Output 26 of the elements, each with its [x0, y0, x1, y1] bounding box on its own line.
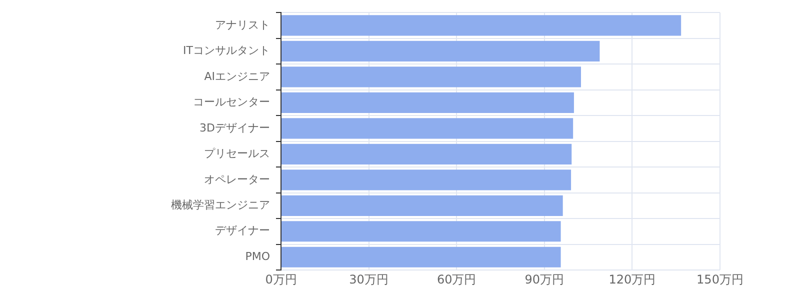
y-tick-label: ITコンサルタント: [183, 44, 270, 58]
bar: [282, 92, 574, 113]
bar: [282, 40, 600, 62]
bar: [282, 170, 572, 190]
y-tick-label: 3Dデザイナー: [200, 121, 270, 134]
bar: [282, 15, 682, 36]
y-tick-label: PMO: [245, 250, 270, 263]
y-tick-label: 機械学習エンジニア: [171, 198, 270, 212]
x-tick-label: 0万円: [265, 272, 297, 286]
bar: [282, 246, 561, 268]
bar: [282, 195, 563, 216]
y-tick-label: オペレーター: [204, 172, 270, 186]
bar: [282, 66, 581, 88]
bar: [282, 221, 561, 242]
y-tick-label: デザイナー: [215, 224, 270, 238]
bar: [282, 144, 572, 164]
y-tick-label: AIエンジニア: [204, 70, 270, 83]
y-tick-label: プリセールス: [204, 147, 270, 160]
y-tick-label: アナリスト: [215, 18, 270, 32]
x-tick-label: 120万円: [608, 272, 656, 286]
x-tick-label: 30万円: [349, 272, 388, 286]
x-tick-label: 90万円: [524, 272, 564, 286]
x-tick-label: 150万円: [696, 272, 744, 286]
x-tick-label: 60万円: [436, 272, 476, 286]
bar: [282, 118, 574, 139]
y-tick-label: コールセンター: [193, 96, 270, 109]
